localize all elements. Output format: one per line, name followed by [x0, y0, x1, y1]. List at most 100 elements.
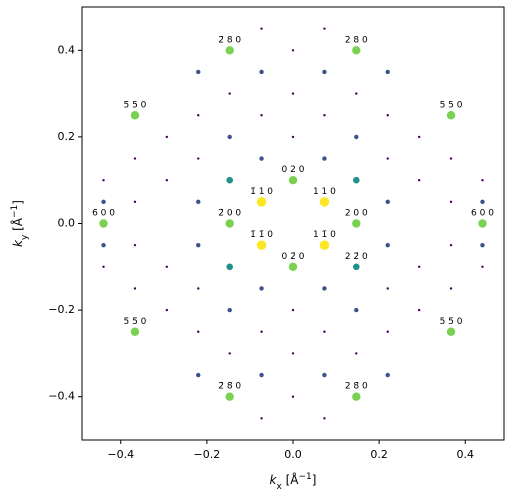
x-tick-label: −0.4 — [107, 448, 134, 461]
spot — [260, 330, 263, 333]
spot-label: 1 1 0 — [313, 187, 336, 197]
spot — [449, 157, 453, 160]
spot — [260, 27, 263, 30]
spot — [196, 69, 201, 75]
xlabel-part: [Å — [282, 472, 299, 487]
xlabel-part: ] — [312, 473, 317, 487]
spot — [355, 92, 358, 95]
spot — [354, 307, 359, 313]
y-tick-label: −0.4 — [48, 390, 75, 403]
spot — [322, 286, 327, 291]
spot-label: 2 8 0 — [345, 35, 368, 45]
spot — [481, 179, 484, 182]
plot-frame — [81, 6, 505, 441]
spot — [480, 242, 485, 248]
spot — [386, 157, 389, 160]
xlabel-part: x — [276, 482, 282, 492]
spot — [259, 156, 264, 161]
spot — [226, 176, 233, 184]
spot-label: 1̄ 1̄ 0 — [250, 230, 273, 240]
spot-label: 5̄ 5 0 — [124, 100, 147, 110]
spot — [323, 330, 326, 333]
spot — [225, 219, 234, 228]
spot — [353, 263, 360, 271]
spot — [197, 114, 200, 117]
spot — [385, 242, 390, 248]
spot — [319, 197, 330, 207]
spot-label: 5̄ 5̄ 0 — [124, 317, 147, 327]
y-tick-label: 0.0 — [58, 217, 76, 230]
spot — [322, 69, 327, 75]
spot — [417, 308, 421, 312]
spot — [196, 372, 201, 378]
x-tick-label: 0.2 — [370, 448, 388, 461]
ylabel-part: ] — [11, 200, 25, 205]
spot — [291, 92, 295, 95]
spot — [352, 392, 361, 401]
spot-label: 2̄ 8 0 — [218, 35, 241, 45]
spot — [259, 69, 264, 75]
spot — [227, 134, 232, 140]
spot-label: 6 0 0 — [471, 209, 494, 219]
spot — [354, 134, 359, 140]
spot — [323, 417, 326, 420]
spot-label: 5 5̄ 0 — [440, 317, 463, 327]
spot — [101, 199, 106, 205]
spot — [225, 392, 234, 401]
spot — [417, 135, 421, 139]
spot — [197, 330, 200, 333]
spot — [165, 265, 169, 268]
spot — [481, 265, 484, 268]
spot — [133, 157, 137, 160]
spot — [385, 372, 390, 378]
spot — [259, 372, 264, 378]
spot — [227, 307, 232, 313]
spot — [196, 199, 201, 205]
xlabel-part: −1 — [299, 472, 312, 482]
spot — [478, 219, 487, 228]
x-tick-label: −0.2 — [194, 448, 221, 461]
spot — [386, 287, 389, 290]
spot — [323, 27, 326, 30]
spot — [226, 263, 233, 271]
spot-label: 1 1̄ 0 — [313, 230, 336, 240]
spot — [323, 114, 326, 117]
spot-label: 0 2 0 — [282, 165, 305, 175]
spot — [165, 135, 169, 139]
spot — [99, 219, 108, 228]
spot — [480, 199, 485, 205]
ylabel-part: [Å — [10, 217, 25, 234]
spot — [417, 265, 421, 268]
ylabel-part: k — [11, 239, 25, 247]
spot-label: 2 2̄ 0 — [345, 252, 368, 262]
spot — [133, 200, 137, 204]
spot — [288, 262, 298, 271]
y-tick-label: 0.4 — [58, 43, 76, 56]
spot — [417, 179, 421, 182]
xlabel-part: k — [270, 473, 278, 487]
spot — [355, 352, 358, 355]
spot — [446, 327, 456, 336]
ylabel: ky [Å−1] — [10, 200, 30, 247]
spot — [322, 372, 327, 378]
spot — [259, 286, 264, 291]
y-tick-label: 0.2 — [58, 130, 76, 143]
spot-label: 2̄ 0 0 — [218, 209, 241, 219]
spot — [101, 242, 106, 248]
spot — [102, 265, 105, 268]
spot — [260, 114, 263, 117]
spot — [133, 243, 137, 247]
x-tick-label: 0.0 — [284, 448, 302, 461]
spot — [291, 352, 295, 355]
spot — [102, 179, 105, 182]
spot — [256, 240, 267, 250]
spot — [386, 114, 389, 117]
y-tick-label: −0.2 — [48, 303, 75, 316]
spot — [446, 111, 456, 120]
spot — [352, 46, 361, 55]
spot — [291, 135, 295, 139]
spot — [322, 156, 327, 161]
spot — [165, 179, 169, 182]
xlabel: kx [Å−1] — [270, 472, 317, 492]
